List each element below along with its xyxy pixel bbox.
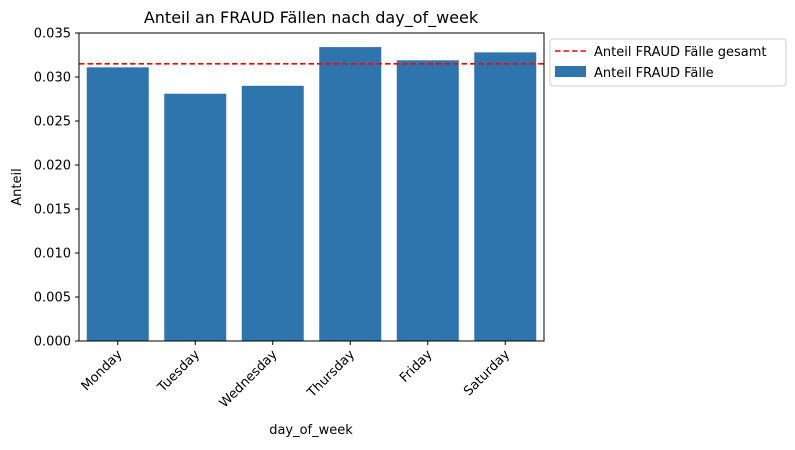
- x-tick-label: Wednesday: [217, 347, 281, 411]
- y-axis-label: Anteil: [10, 168, 25, 205]
- bar-monday: [86, 67, 149, 341]
- y-tick-label: 0.020: [34, 159, 71, 174]
- y-tick-label: 0.015: [34, 203, 71, 218]
- bar-saturday: [474, 52, 537, 342]
- y-tick-label: 0.030: [34, 71, 71, 86]
- legend-bar-label: Anteil FRAUD Fälle: [594, 66, 714, 81]
- x-axis-label: day_of_week: [269, 423, 353, 438]
- y-tick-label: 0.035: [34, 27, 71, 42]
- x-tick-label: Monday: [79, 347, 126, 394]
- bar-thursday: [319, 47, 382, 341]
- y-tick-label: 0.010: [34, 247, 71, 262]
- chart-title: Anteil an FRAUD Fällen nach day_of_week: [144, 8, 479, 28]
- x-tick-label: Tuesday: [154, 347, 203, 396]
- y-tick-label: 0.000: [34, 335, 71, 350]
- bar-wednesday: [241, 85, 304, 341]
- legend: Anteil FRAUD Fälle gesamt Anteil FRAUD F…: [549, 38, 787, 87]
- bars-layer: [86, 47, 537, 342]
- y-tick-label: 0.025: [34, 115, 71, 130]
- legend-reference-line-label: Anteil FRAUD Fälle gesamt: [594, 45, 766, 60]
- legend-frame: [549, 38, 787, 87]
- y-tick-label: 0.005: [34, 291, 71, 306]
- plot-frame: [78, 32, 545, 342]
- x-tick-label: Saturday: [461, 347, 513, 399]
- bar-tuesday: [164, 93, 227, 341]
- legend-bar-swatch: [555, 66, 586, 77]
- x-tick-label: Friday: [397, 347, 436, 386]
- x-tick-label: Thursday: [304, 347, 358, 401]
- bar-friday: [396, 60, 459, 341]
